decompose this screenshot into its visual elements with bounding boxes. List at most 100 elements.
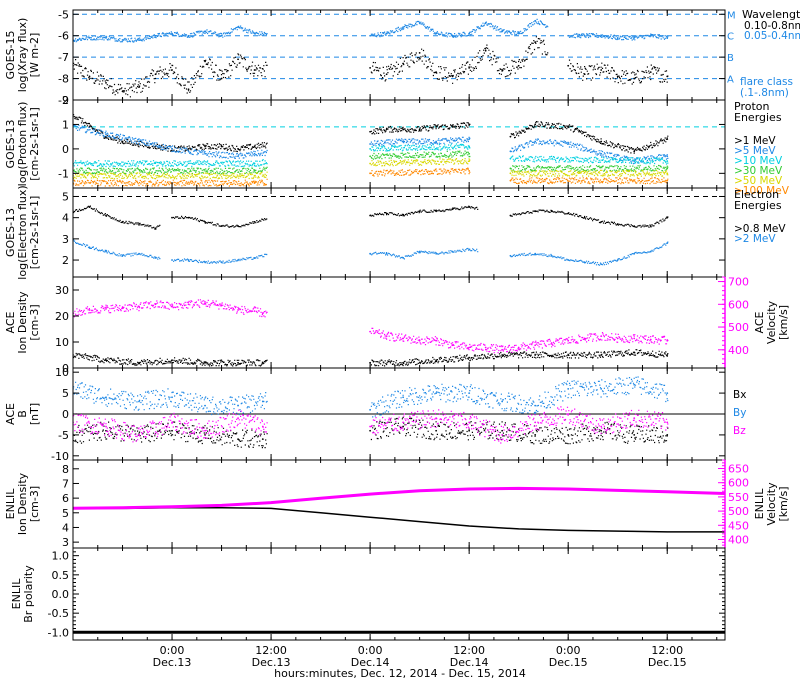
data-point <box>468 152 471 155</box>
panel-frame <box>72 459 726 549</box>
y-tick-label: 6 <box>62 492 69 505</box>
data-point <box>88 75 91 78</box>
y-tick-label: 1.0 <box>52 550 70 563</box>
legend-footer: flare class <box>740 76 793 88</box>
x-tick-time-label: 12:00 <box>651 644 683 657</box>
data-point <box>567 143 570 145</box>
data-point <box>435 339 438 342</box>
data-point <box>204 361 206 364</box>
y-axis-ticks: 0 10 20 30 <box>55 284 79 375</box>
data-point <box>88 246 91 249</box>
data-point <box>385 252 388 255</box>
panel-goes13-electron: 2 3 4 5 GOES-13log(Electron flux)[cm-2s-1sr-… <box>4 185 786 279</box>
data-point <box>435 429 438 432</box>
data-point <box>369 34 372 37</box>
data-point <box>600 388 603 390</box>
y-axis-title-line: ENLIL <box>10 578 23 610</box>
legend-entry: >30 MeV <box>734 165 783 177</box>
data-point <box>154 34 157 37</box>
data-point <box>369 172 372 175</box>
data-point <box>418 210 421 213</box>
data-point <box>369 66 372 69</box>
data-point <box>567 413 570 415</box>
data-point <box>154 303 157 306</box>
legend-entry: 0.05-0.4nm <box>744 30 800 42</box>
data-point <box>550 210 553 213</box>
data-point <box>600 429 603 432</box>
data-point <box>237 259 239 261</box>
data-point <box>204 404 206 407</box>
data-point <box>600 263 603 266</box>
y2-axis-title: ENLILVelocity[km/s] <box>753 482 790 526</box>
data-point <box>261 438 264 440</box>
legend-title: Electron <box>734 188 779 201</box>
y2-tick-label: 400 <box>728 533 749 546</box>
data-point <box>220 77 223 80</box>
data-point <box>253 182 256 185</box>
data-point <box>666 75 669 78</box>
data-point <box>204 261 206 264</box>
x-tick-time-label: 12:00 <box>255 644 287 657</box>
y-axis-title-line: [cm-3] <box>28 486 41 522</box>
data-point <box>237 309 239 311</box>
data-point <box>220 261 223 264</box>
data-point <box>616 75 619 78</box>
y-tick-label: 0.5 <box>52 569 70 582</box>
data-point <box>534 404 537 407</box>
y-axis-title: ENLILIon Density[cm-3] <box>4 472 41 535</box>
series--100-mev <box>73 167 669 187</box>
data-point <box>253 257 256 259</box>
series-points <box>73 376 669 418</box>
series--50-mev <box>73 158 669 180</box>
data-point <box>385 73 388 76</box>
data-point <box>121 221 124 223</box>
data-point <box>121 254 124 257</box>
legend-entry: >10 MeV <box>734 155 783 167</box>
data-point <box>402 140 405 143</box>
legend-entry: >0.8 MeV <box>734 223 786 235</box>
data-point <box>451 125 454 128</box>
data-point <box>567 434 570 436</box>
legend: Bx By Bz <box>733 389 746 437</box>
data-point <box>237 438 239 440</box>
y-tick-label: -9 <box>58 94 69 107</box>
data-point <box>261 400 264 403</box>
y-tick-label: 10 <box>55 366 69 379</box>
data-point <box>649 225 652 228</box>
y-tick-label: -8 <box>58 73 69 86</box>
x-tick-date-label: Dec.13 <box>153 656 192 669</box>
data-point <box>501 434 504 436</box>
panel-frame <box>72 99 726 189</box>
data-point <box>402 62 405 65</box>
data-point <box>666 167 669 170</box>
y2-axis-title-line: [km/s] <box>777 486 790 521</box>
data-point <box>138 252 140 255</box>
data-point <box>88 36 91 39</box>
y-tick-label: 0 <box>62 362 69 375</box>
data-point <box>534 354 537 356</box>
data-point <box>435 32 438 35</box>
data-point <box>105 81 107 84</box>
data-point <box>369 330 372 333</box>
data-point <box>171 259 173 261</box>
data-point <box>468 346 471 349</box>
y-tick-label: 10 <box>55 336 69 349</box>
data-point <box>369 130 372 133</box>
data-point <box>633 77 636 80</box>
y-axis-ticks: -10 -5 0 5 10 <box>51 366 725 463</box>
x-tick-time-label: 0:00 <box>556 644 581 657</box>
y-axis-title-line: B <box>16 410 29 418</box>
series-points <box>73 167 669 187</box>
data-point <box>666 242 669 244</box>
y-axis-title-line: log(Electron flux) <box>16 185 29 279</box>
data-point <box>105 425 107 428</box>
legend-entry: >2 MeV <box>734 233 776 245</box>
data-point <box>418 21 421 24</box>
data-point <box>187 303 190 306</box>
data-point <box>253 174 256 177</box>
y-axis-title-line: log(Proton flux) <box>16 102 29 187</box>
